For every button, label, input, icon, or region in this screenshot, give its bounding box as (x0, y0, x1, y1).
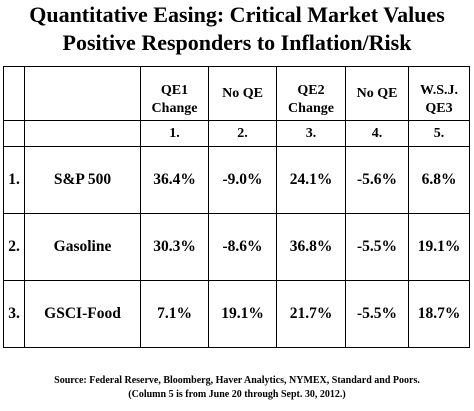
header-empty-index (3, 66, 25, 121)
table-cell: 24.1% (276, 146, 346, 214)
header-col-3-line-1: QE2 (297, 83, 325, 98)
table-cell: 19.1% (408, 213, 470, 281)
header-col-1-line-2: Change (151, 101, 198, 116)
table-cell: 21.7% (276, 280, 346, 348)
row-name: GSCI-Food (24, 280, 141, 348)
table-cell: -5.5% (345, 280, 409, 348)
header-col-2: No QE (208, 66, 277, 121)
table-cell: 30.3% (140, 213, 209, 281)
column-number-row: 1. 2. 3. 4. 5. (3, 120, 470, 147)
header-col-4-line-1: No QE (356, 85, 398, 101)
row-index: 1. (3, 146, 25, 214)
header-col-5: W.S.J. QE3 (408, 66, 470, 121)
header-empty-name (24, 66, 141, 121)
table-row-gasoline: 2. Gasoline 30.3% -8.6% 36.8% -5.5% 19.1… (3, 213, 470, 281)
header-col-1-line-1: QE1 (160, 83, 189, 98)
table-cell: -5.6% (345, 146, 409, 214)
row-index: 3. (3, 280, 25, 348)
header-col-5-line-1: W.S.J. (419, 83, 458, 98)
header-col-2-line-1: No QE (222, 85, 263, 101)
header-col-1: QE1 Change (140, 66, 209, 121)
title-line-2: Positive Responders to Inflation/Risk (62, 30, 412, 55)
column-number-5: 5. (408, 120, 470, 147)
table-cell: 18.7% (408, 280, 470, 348)
row-index: 2. (3, 213, 25, 281)
table-cell: 19.1% (208, 280, 277, 348)
market-values-table: QE1 Change No QE QE2 Change No QE W.S.J. QE… (3, 66, 470, 348)
column-number-2: 2. (208, 120, 277, 147)
column-number-3: 3. (276, 120, 346, 147)
table-cell: 36.4% (140, 146, 209, 214)
title-line-1: Quantitative Easing: Critical Market Val… (29, 2, 445, 27)
table-cell: -5.5% (345, 213, 409, 281)
table-cell: -8.6% (208, 213, 277, 281)
header-col-4: No QE (345, 66, 409, 121)
row-name: S&P 500 (24, 146, 141, 214)
column-number-empty-index (3, 120, 25, 147)
column-number-4: 4. (345, 120, 409, 147)
table-cell: -9.0% (208, 146, 277, 214)
table-row-sp500: 1. S&P 500 36.4% -9.0% 24.1% -5.6% 6.8% (3, 146, 470, 214)
source-note: Source: Federal Reserve, Bloomberg, Have… (54, 375, 420, 386)
column-number-empty-name (24, 120, 141, 147)
column-number-1: 1. (140, 120, 209, 147)
table-cell: 7.1% (140, 280, 209, 348)
table-cell: 6.8% (408, 146, 470, 214)
row-name: Gasoline (24, 213, 141, 281)
header-row: QE1 Change No QE QE2 Change No QE W.S.J. QE… (3, 66, 470, 121)
header-col-3: QE2 Change (276, 66, 346, 121)
table-row-gsci-food: 3. GSCI-Food 7.1% 19.1% 21.7% -5.5% 18.7… (3, 280, 470, 348)
column-note: (Column 5 is from June 20 through Sept. … (128, 389, 346, 400)
header-col-5-line-2: QE3 (425, 101, 453, 116)
table-cell: 36.8% (276, 213, 346, 281)
header-col-3-line-2: Change (288, 101, 334, 116)
